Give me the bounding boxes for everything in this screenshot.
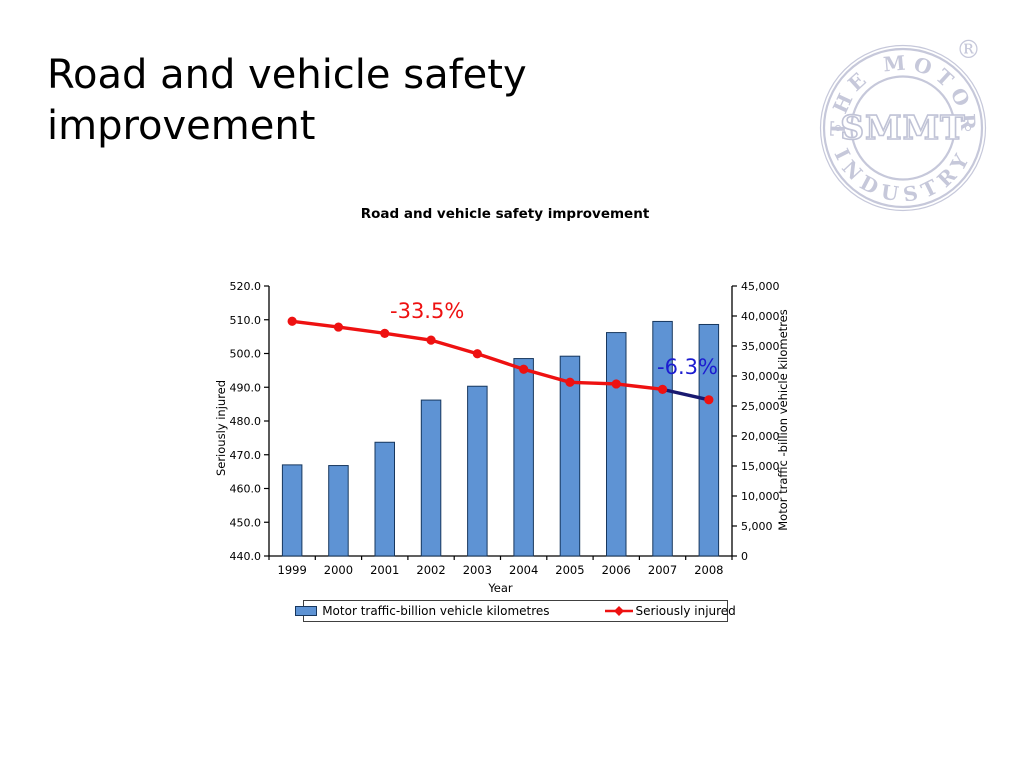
x-axis-title: Year bbox=[487, 581, 513, 595]
logo-center-text: SMMT bbox=[840, 108, 965, 147]
right-axis-tick-label: 30,000 bbox=[741, 370, 780, 383]
left-axis-tick-label: 460.0 bbox=[230, 483, 262, 496]
left-axis-tick-label: 490.0 bbox=[230, 381, 262, 394]
right-axis-tick-label: 5,000 bbox=[741, 520, 773, 533]
bar-2008 bbox=[698, 323, 720, 557]
line-marker-2006 bbox=[611, 379, 621, 389]
x-axis-category-label: 2004 bbox=[509, 563, 538, 577]
line-marker-2008 bbox=[704, 395, 714, 405]
right-axis-tick-label: 20,000 bbox=[741, 430, 780, 443]
right-axis-tick-label: 35,000 bbox=[741, 340, 780, 353]
slide-title: Road and vehicle safety improvement bbox=[47, 52, 527, 149]
left-axis-tick-label: 520.0 bbox=[230, 280, 262, 293]
line-marker-2003 bbox=[472, 349, 482, 359]
right-axis-tick-label: 25,000 bbox=[741, 400, 780, 413]
left-axis-tick-label: 470.0 bbox=[230, 449, 262, 462]
right-axis-tick-label: 40,000 bbox=[741, 310, 780, 323]
line-marker-2005 bbox=[565, 377, 575, 387]
logo-outer-ring bbox=[822, 47, 984, 209]
x-axis-category-label: 2007 bbox=[648, 563, 677, 577]
bar-2004 bbox=[513, 358, 534, 557]
x-axis-category-label: 2008 bbox=[694, 563, 723, 577]
right-axis-tick-label: 0 bbox=[741, 550, 748, 563]
logo-right-dot bbox=[964, 124, 972, 132]
annotation--6.3%: -6.3% bbox=[657, 355, 718, 379]
seriously-injured-final-segment bbox=[662, 387, 710, 402]
logo-inner-ring bbox=[850, 75, 956, 181]
legend-item-motor-traffic: Motor traffic-billion vehicle kilometres bbox=[295, 604, 550, 618]
logo-outer-thin-ring bbox=[819, 44, 987, 212]
legend-label-seriously-injured: Seriously injured bbox=[635, 604, 736, 618]
annotation--33.5%: -33.5% bbox=[390, 299, 464, 323]
line-marker-1999 bbox=[287, 316, 297, 326]
bar-2002 bbox=[420, 399, 442, 557]
x-axis-category-label: 2000 bbox=[324, 563, 353, 577]
bar-2000 bbox=[328, 465, 349, 557]
right-axis-title: Motor traffic -billion vehicle kilometre… bbox=[776, 309, 790, 531]
x-axis-category-label: 2003 bbox=[463, 563, 492, 577]
chart-legend: Motor traffic-billion vehicle kilometres… bbox=[295, 600, 736, 622]
left-axis-tick-label: 450.0 bbox=[230, 516, 262, 529]
line-marker-2004 bbox=[519, 364, 529, 374]
left-axis-title: Seriously injured bbox=[214, 380, 228, 476]
left-axis-tick-label: 500.0 bbox=[230, 348, 262, 361]
registered-trademark-icon: ® bbox=[956, 35, 981, 64]
legend-item-seriously-injured: Seriously injured bbox=[604, 604, 736, 618]
bar-1999 bbox=[281, 464, 303, 557]
bar-2001 bbox=[374, 441, 395, 557]
bar-2006 bbox=[606, 332, 627, 557]
line-marker-2001 bbox=[380, 328, 390, 338]
line-marker-2002 bbox=[426, 335, 436, 345]
x-axis-category-label: 2005 bbox=[555, 563, 584, 577]
legend-bar-swatch-icon bbox=[295, 606, 318, 616]
legend-line-marker-icon bbox=[604, 606, 633, 616]
x-axis-category-label: 2006 bbox=[602, 563, 631, 577]
logo-left-dot bbox=[834, 124, 842, 132]
right-axis-tick-label: 10,000 bbox=[741, 490, 780, 503]
bar-2005 bbox=[559, 355, 581, 557]
bar-2007 bbox=[652, 320, 673, 557]
smmt-logo: THE MOTOR INDUSTRY SMMT ® bbox=[819, 35, 987, 212]
chart-title: Road and vehicle safety improvement bbox=[360, 206, 650, 222]
x-axis-category-label: 1999 bbox=[278, 563, 307, 577]
legend-label-motor-traffic: Motor traffic-billion vehicle kilometres bbox=[322, 604, 550, 618]
line-marker-2007 bbox=[657, 384, 668, 394]
right-axis-tick-label: 15,000 bbox=[741, 460, 780, 473]
x-axis-category-label: 2001 bbox=[370, 563, 399, 577]
right-axis-tick-label: 45,000 bbox=[741, 280, 780, 293]
x-axis-category-label: 2002 bbox=[416, 563, 445, 577]
left-axis-tick-label: 440.0 bbox=[230, 550, 262, 563]
left-axis-tick-label: 480.0 bbox=[230, 415, 262, 428]
bar-2003 bbox=[467, 385, 488, 557]
left-axis-tick-label: 510.0 bbox=[230, 314, 262, 327]
line-marker-2000 bbox=[333, 322, 344, 332]
